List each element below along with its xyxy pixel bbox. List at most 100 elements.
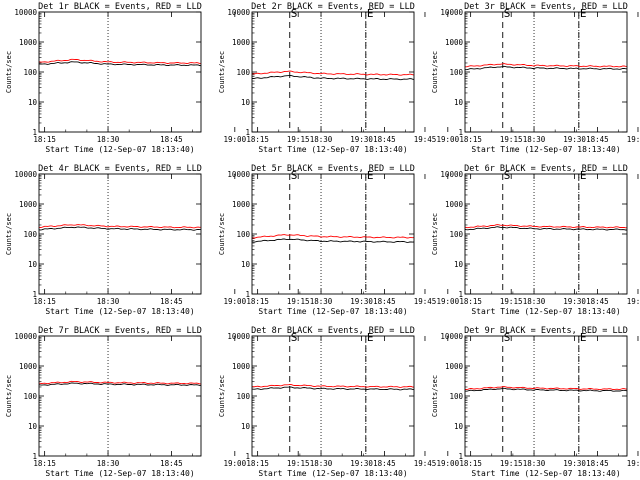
y-tick-label: 1: [458, 290, 463, 299]
plot-panel-det-5: Det 5r BLACK = Events, RED = LLD Counts/s…: [218, 164, 640, 316]
series-line-events: [570, 12, 640, 77]
y-axis-label: Counts/sec: [431, 213, 439, 255]
y-tick-label: 1: [458, 128, 463, 137]
end-marker-label: E: [580, 169, 587, 182]
plot-panel-det-1: Det 1r BLACK = Events, RED = LLD Counts/s…: [5, 2, 436, 154]
x-tick-label: 19:45: [414, 297, 437, 306]
x-tick-label: 18:15: [459, 459, 482, 468]
plot-title: Det 7r BLACK = Events, RED = LLD: [38, 326, 202, 336]
y-tick-label: 10: [241, 98, 251, 107]
x-tick-label: 18:45: [586, 297, 609, 306]
x-tick-label: 19:00: [224, 459, 247, 468]
plot-frame: [38, 173, 202, 295]
x-tick-label: 18:45: [160, 135, 183, 144]
y-tick-label: 10000: [227, 332, 250, 341]
plot-frame: [251, 335, 415, 457]
x-tick-label: 18:30: [310, 297, 333, 306]
series-line-events: [252, 74, 414, 81]
y-tick-label: 100: [449, 68, 463, 77]
y-axis-label: Counts/sec: [431, 51, 439, 93]
plot-title: Det 4r BLACK = Events, RED = LLD: [38, 164, 202, 174]
end-marker-label: E: [367, 331, 374, 344]
x-tick-label: 19:30: [350, 459, 373, 468]
x-tick-label: 18:45: [586, 135, 609, 144]
x-axis-label: Start Time (12-Sep-07 18:13:40): [471, 469, 620, 478]
x-tick-label: 19:30: [350, 135, 373, 144]
x-tick-label: 18:15: [33, 459, 56, 468]
y-tick-label: 1000: [19, 200, 38, 209]
x-tick-label: 19:00: [224, 135, 247, 144]
plot-frame: [38, 335, 202, 457]
y-tick-label: 1: [245, 452, 250, 461]
series-line-events: [465, 65, 627, 71]
y-tick-label: 100: [449, 230, 463, 239]
x-tick-label: 19:15: [287, 135, 310, 144]
y-tick-label: 10000: [14, 8, 37, 17]
x-tick-label: 19:30: [563, 135, 586, 144]
plot-data-group: [465, 63, 627, 71]
y-axis-label: Counts/sec: [5, 51, 13, 93]
x-axis-label: Start Time (12-Sep-07 18:13:40): [471, 145, 620, 154]
plot-data-group: [465, 386, 627, 392]
y-tick-label: 1: [32, 128, 37, 137]
x-axis-label: Start Time (12-Sep-07 18:13:40): [258, 145, 407, 154]
y-tick-label: 100: [236, 392, 250, 401]
start-marker-label: S: [291, 169, 298, 182]
y-tick-label: 1000: [232, 362, 251, 371]
y-axis-label: Counts/sec: [431, 375, 439, 417]
x-tick-label: 19:15: [500, 135, 523, 144]
plot-frame: [38, 11, 202, 133]
y-tick-label: 1000: [232, 200, 251, 209]
y-tick-label: 10: [454, 98, 464, 107]
x-tick-label: 18:15: [33, 297, 56, 306]
series-line-events: [39, 382, 201, 387]
y-tick-label: 10: [28, 260, 38, 269]
series-line-lld: [252, 384, 414, 388]
series-line-lld: [570, 12, 640, 74]
series-line-lld: [252, 234, 414, 239]
x-tick-label: 18:45: [373, 297, 396, 306]
plot-data-group: [252, 336, 640, 391]
y-tick-label: 1000: [232, 38, 251, 47]
x-axis-label: Start Time (12-Sep-07 18:13:40): [45, 307, 194, 316]
x-tick-label: 18:15: [459, 297, 482, 306]
x-tick-label: 18:45: [373, 459, 396, 468]
plot-panel-det-4: Det 4r BLACK = Events, RED = LLD Counts/s…: [5, 164, 437, 316]
y-tick-label: 1: [32, 452, 37, 461]
series-line-events: [39, 226, 201, 231]
y-tick-label: 10: [28, 98, 38, 107]
y-tick-label: 1000: [445, 200, 464, 209]
x-tick-label: 18:15: [246, 459, 269, 468]
y-tick-label: 100: [236, 230, 250, 239]
plot-title: Det 3r BLACK = Events, RED = LLD: [464, 2, 628, 12]
plot-data-group: [39, 224, 201, 231]
x-axis-label: Start Time (12-Sep-07 18:13:40): [45, 469, 194, 478]
y-axis-label: Counts/sec: [218, 375, 226, 417]
y-tick-label: 100: [23, 68, 37, 77]
x-tick-label: 18:30: [310, 135, 333, 144]
plot-title: Det 2r BLACK = Events, RED = LLD: [251, 2, 415, 12]
y-tick-label: 1000: [19, 38, 38, 47]
series-line-events: [465, 387, 627, 392]
plot-data-group: [39, 58, 201, 67]
start-marker-label: S: [504, 331, 511, 344]
x-tick-label: 18:30: [97, 135, 120, 144]
plot-frame: [464, 335, 628, 457]
series-line-lld: [545, 336, 640, 387]
y-tick-label: 1: [458, 452, 463, 461]
plot-frame: [251, 11, 415, 133]
y-tick-label: 1: [245, 290, 250, 299]
plot-data-group: [465, 224, 627, 231]
x-tick-label: 19:45: [627, 459, 640, 468]
y-tick-label: 10: [241, 422, 251, 431]
series-line-lld: [252, 70, 414, 76]
x-tick-label: 19:15: [287, 459, 310, 468]
x-tick-label: 18:30: [523, 459, 546, 468]
x-tick-label: 18:45: [373, 135, 396, 144]
x-tick-label: 18:45: [160, 297, 183, 306]
x-tick-label: 18:30: [97, 459, 120, 468]
series-line-lld: [39, 58, 201, 65]
series-line-lld: [465, 63, 627, 68]
y-tick-label: 1: [245, 128, 250, 137]
x-tick-label: 19:45: [414, 459, 437, 468]
